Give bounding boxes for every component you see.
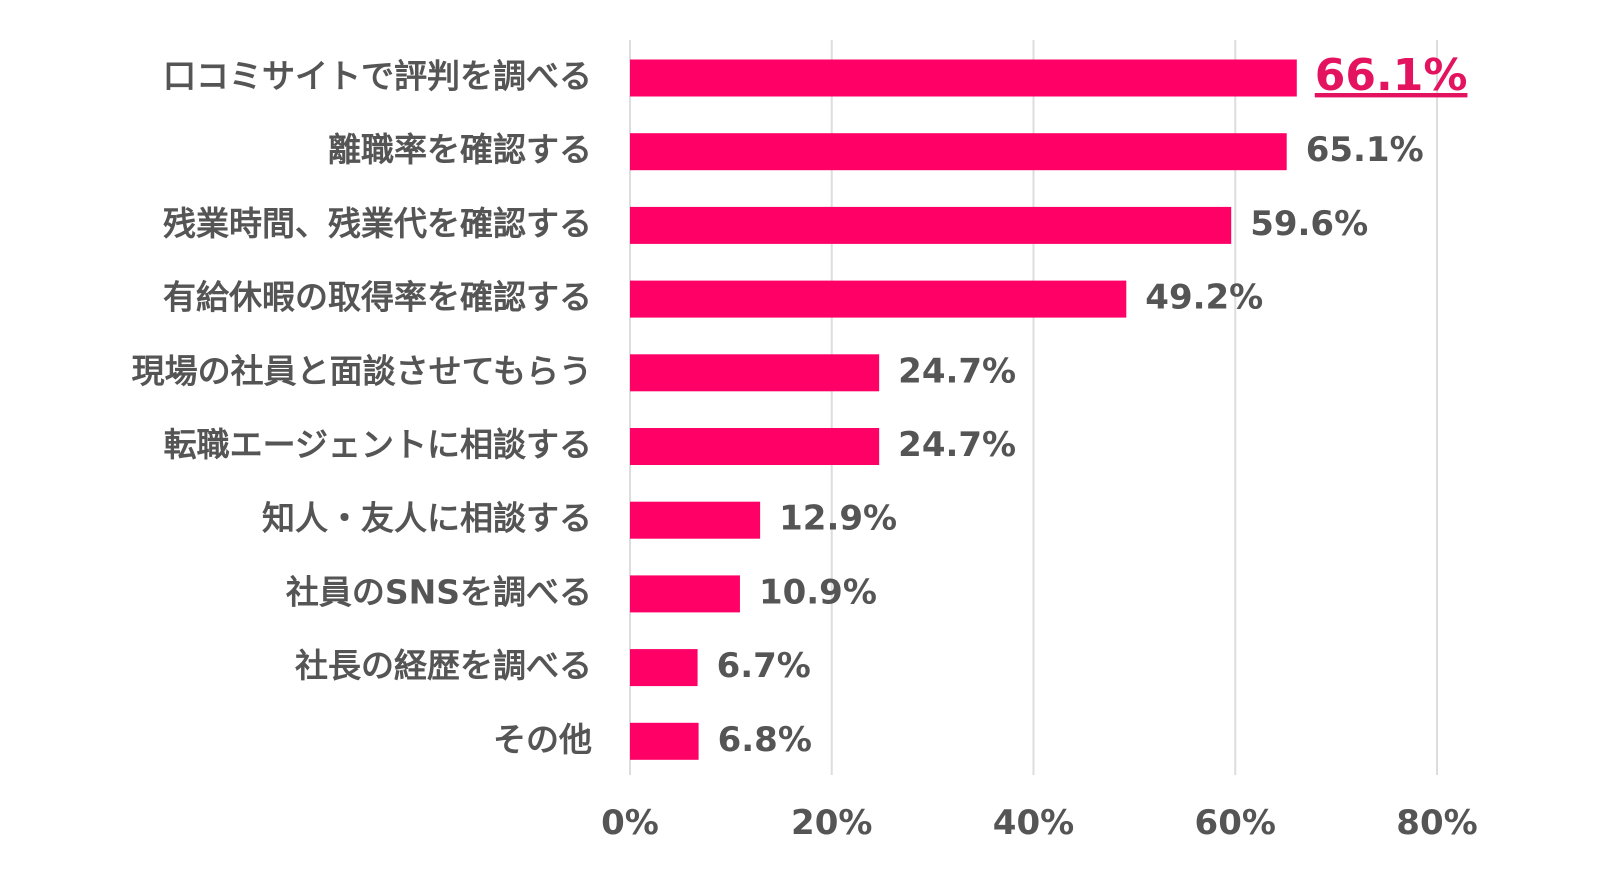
value-label-3: 59.6% [1250, 204, 1368, 244]
category-label-5: 現場の社員と面談させてもらう [132, 351, 592, 390]
value-label-8: 10.9% [759, 572, 877, 612]
value-label-5: 24.7% [898, 351, 1016, 391]
bar-10 [630, 722, 699, 760]
bar-6 [630, 428, 880, 465]
x-tick-label-80: 80% [1396, 803, 1477, 843]
category-label-8: 社員のSNSを調べる [286, 572, 592, 611]
value-label-2: 65.1% [1306, 130, 1424, 170]
x-axis: 0% 20% 40% 60% 80% [601, 803, 1478, 843]
bar-layer [630, 59, 1297, 760]
category-label-4: 有給休暇の取得率を確認する [163, 278, 592, 317]
value-label-4: 49.2% [1145, 278, 1263, 318]
value-label-9: 6.7% [717, 646, 811, 686]
bar-7 [630, 501, 761, 539]
x-tick-label-40: 40% [993, 803, 1074, 843]
category-label-1: 口コミサイトで評判を調べる [163, 57, 592, 96]
bar-4 [630, 280, 1127, 318]
value-label-highlight: 66.1% [1315, 50, 1468, 101]
x-tick-label-60: 60% [1195, 803, 1276, 843]
label-layer: 口コミサイトで評判を調べる 66.1% 離職率を確認する 65.1% 残業時間、残業代を… [132, 50, 1468, 760]
bar-8 [630, 575, 740, 613]
category-label-9: 社長の経歴を調べる [295, 646, 592, 685]
bar-5 [630, 354, 880, 392]
x-tick-label-0: 0% [601, 803, 659, 843]
bar-3 [630, 206, 1232, 244]
bar-1 [630, 59, 1297, 97]
category-label-10: その他 [493, 720, 592, 759]
bar-9 [630, 649, 698, 687]
value-label-6: 24.7% [898, 425, 1016, 465]
x-tick-label-20: 20% [791, 803, 872, 843]
value-label-10: 6.8% [718, 720, 812, 760]
category-label-3: 残業時間、残業代を確認する [163, 204, 592, 243]
value-label-7: 12.9% [779, 499, 897, 539]
category-label-7: 知人・友人に相談する [262, 499, 592, 538]
category-label-2: 離職率を確認する [328, 130, 592, 169]
bar-2 [630, 133, 1287, 171]
category-label-6: 転職エージェントに相談する [164, 425, 592, 464]
